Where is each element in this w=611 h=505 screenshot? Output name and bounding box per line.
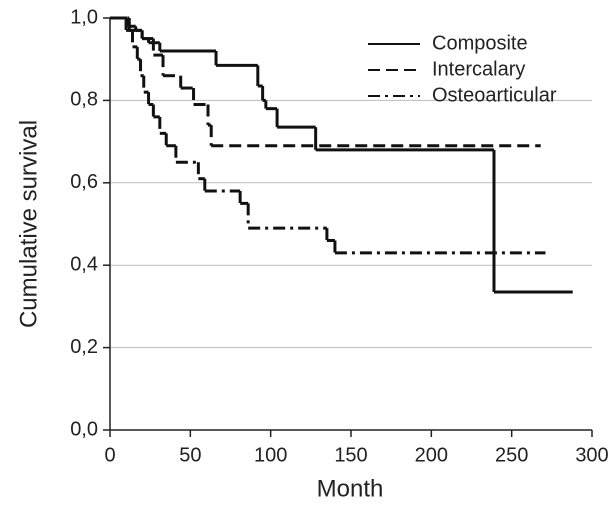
x-axis-title: Month: [317, 475, 384, 502]
x-tick-label: 100: [254, 444, 287, 466]
y-axis-title: Cumulative survival: [15, 120, 42, 328]
y-tick-label: 0,2: [70, 336, 98, 358]
y-tick-label: 0,8: [70, 89, 98, 111]
x-tick-label: 50: [179, 444, 201, 466]
x-tick-label: 150: [334, 444, 367, 466]
y-tick-label: 0,4: [70, 253, 98, 275]
x-tick-label: 250: [495, 444, 528, 466]
x-tick-label: 200: [415, 444, 448, 466]
legend-label: Intercalary: [432, 58, 525, 80]
legend-label: Osteoarticular: [432, 84, 557, 106]
x-tick-label: 0: [104, 444, 115, 466]
legend-label: Composite: [432, 32, 528, 54]
y-tick-label: 0,0: [70, 418, 98, 440]
y-tick-label: 0,6: [70, 171, 98, 193]
y-tick-label: 1,0: [70, 6, 98, 28]
x-tick-label: 300: [575, 444, 608, 466]
